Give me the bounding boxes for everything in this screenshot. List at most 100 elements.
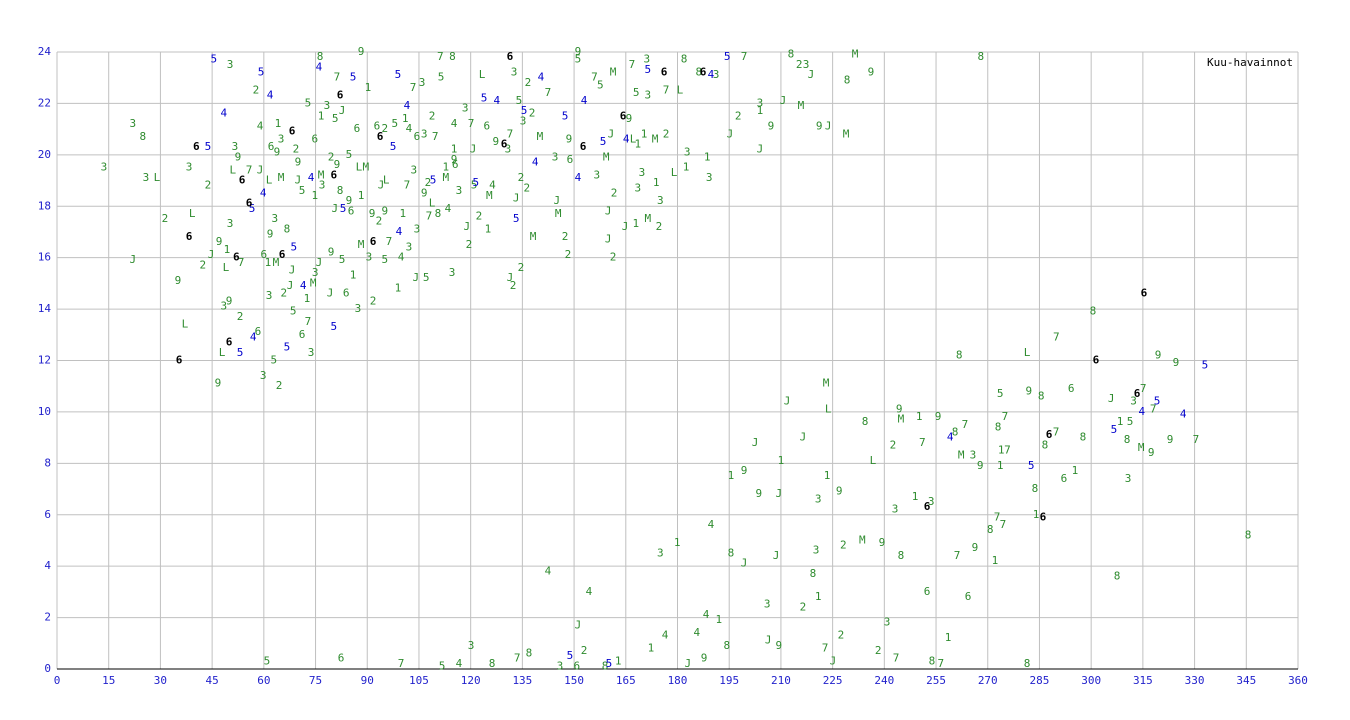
point-label: 5 [290, 305, 297, 318]
point-label: J [605, 204, 612, 217]
point-label: 7 [1053, 425, 1060, 438]
point-label: 3 [511, 66, 518, 79]
x-tick-label: 360 [1288, 674, 1308, 687]
point-label: 1 [992, 554, 999, 567]
point-label: 5 [438, 71, 445, 84]
point-label: 6 [193, 140, 200, 153]
point-label: 9 [575, 45, 582, 58]
point-label: M [486, 189, 493, 202]
point-label: 9 [741, 464, 748, 477]
point-label: 1 [653, 176, 660, 189]
point-label: M [537, 130, 544, 143]
point-label: 2 [838, 629, 845, 642]
point-label: 3 [308, 346, 315, 359]
point-label: 2 [370, 294, 377, 307]
point-label: 9 [768, 120, 775, 133]
point-label: M [610, 66, 617, 79]
x-tick-label: 240 [874, 674, 894, 687]
point-label: 8 [1042, 438, 1049, 451]
point-label: M [645, 212, 652, 225]
point-label: 8 [723, 639, 730, 652]
point-label: 3 [892, 503, 899, 516]
point-label: 2 [524, 181, 531, 194]
point-label: 7 [468, 117, 475, 130]
point-label: J [289, 264, 296, 277]
x-tick-label: 90 [361, 674, 374, 687]
point-label: 2 [276, 379, 283, 392]
point-label: 6 [312, 132, 319, 145]
point-label: 4 [398, 251, 405, 264]
point-label: 2 [562, 230, 569, 243]
point-label: 5 [606, 657, 613, 670]
point-label: 5 [392, 117, 399, 130]
point-label: 6 [1134, 387, 1141, 400]
y-tick-label: 12 [38, 354, 51, 367]
point-label: 6 [246, 197, 253, 210]
point-label: 2 [735, 109, 742, 122]
point-label: 5 [205, 140, 212, 153]
x-tick-label: 285 [1030, 674, 1050, 687]
point-label: M [310, 276, 317, 289]
x-tick-label: 195 [719, 674, 739, 687]
point-label: 6 [414, 130, 421, 143]
point-label: 1 [1072, 464, 1079, 477]
y-tick-label: 2 [44, 611, 51, 624]
point-label: L [223, 261, 230, 274]
point-label: 2 [529, 107, 536, 120]
point-label: 5 [382, 253, 389, 266]
point-label: L [870, 454, 877, 467]
point-label: 9 [1155, 348, 1162, 361]
point-label: J [622, 220, 629, 233]
point-label: L [383, 174, 390, 187]
point-label: M [273, 256, 280, 269]
y-tick-label: 24 [38, 45, 52, 58]
point-label: 3 [366, 251, 373, 264]
point-label: 6 [239, 174, 246, 187]
point-label: 1 [318, 109, 325, 122]
point-label: 4 [257, 120, 264, 133]
x-tick-label: 345 [1236, 674, 1256, 687]
point-label: 9 [816, 120, 823, 133]
point-label: 8 [284, 222, 291, 235]
x-tick-label: 315 [1133, 674, 1153, 687]
point-label: 9 [1173, 356, 1180, 369]
point-label: 9 [935, 410, 942, 423]
point-label: 4 [404, 99, 411, 112]
point-label: 7 [437, 50, 444, 63]
point-label: 4 [532, 156, 539, 169]
point-label: 7 [954, 549, 961, 562]
x-tick-label: 165 [616, 674, 636, 687]
point-label: 9 [382, 204, 389, 217]
point-label: J [776, 487, 783, 500]
point-label: 7 [1150, 402, 1157, 415]
point-label: 8 [1114, 569, 1121, 582]
point-label: J [608, 127, 615, 140]
point-label: M [443, 171, 450, 184]
point-label: 9 [626, 112, 633, 125]
point-label: 1 [997, 459, 1004, 472]
point-label: 7 [919, 436, 926, 449]
point-label: 2 [565, 248, 572, 261]
point-label: 3 [645, 89, 652, 102]
point-label: 9 [868, 66, 875, 79]
point-label: 8 [1024, 657, 1031, 670]
point-label: 1 [916, 410, 923, 423]
point-label: 6 [186, 230, 193, 243]
point-label: 8 [140, 130, 147, 143]
point-label: 3 [449, 266, 456, 279]
point-label: 2 [875, 644, 882, 657]
point-label: 5 [305, 96, 312, 109]
point-label: 6 [299, 328, 306, 341]
point-label: 2 [663, 127, 670, 140]
point-label: M [843, 127, 850, 140]
point-label: 8 [987, 523, 994, 536]
point-label: 2 [800, 600, 807, 613]
point-label: 4 [586, 585, 593, 598]
point-label: 1 [615, 654, 622, 667]
point-label: J [208, 248, 215, 261]
point-label: L [825, 402, 832, 415]
point-label: 4 [1180, 407, 1187, 420]
point-label: 8 [898, 549, 905, 562]
point-label: J [727, 127, 734, 140]
point-label: 6 [354, 122, 361, 135]
